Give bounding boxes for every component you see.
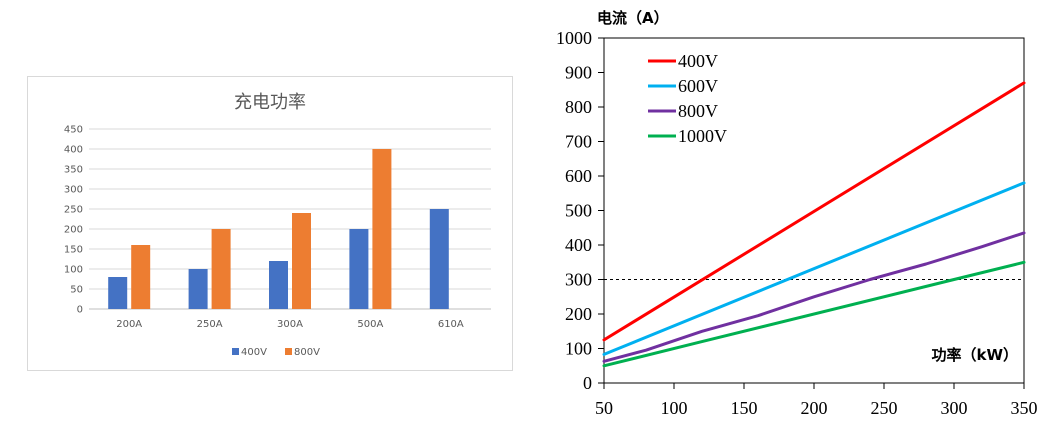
y-tick-label: 900 <box>565 63 592 83</box>
x-tick-label: 300 <box>941 398 968 418</box>
x-tick-label: 250A <box>197 319 223 330</box>
y-tick-label: 50 <box>70 285 83 296</box>
bar-400v-610a <box>429 209 449 309</box>
series-line-400v <box>602 81 1026 342</box>
x-tick-label: 610A <box>438 319 464 330</box>
legend-label: 400V <box>678 51 718 71</box>
x-tick-label: 500A <box>357 319 383 330</box>
y-tick-label: 200 <box>565 304 592 324</box>
y-tick-label: 700 <box>565 132 592 152</box>
series-line-600v <box>602 181 1026 356</box>
x-axis-title: 功率（kW） <box>931 346 1018 364</box>
legend-swatch-800v <box>285 348 292 355</box>
bar-400v-300a <box>269 261 288 309</box>
y-tick-label: 300 <box>565 270 592 290</box>
legend-label: 800V <box>678 101 718 121</box>
x-tick-label: 200A <box>116 319 142 330</box>
legend-label: 600V <box>678 76 718 96</box>
x-tick-label: 150 <box>731 398 758 418</box>
bar-800v-500a <box>372 149 392 309</box>
y-tick-label: 600 <box>565 166 592 186</box>
x-tick-label: 200 <box>801 398 828 418</box>
line-chart-panel: 0 100 200 300 400 500 600 700 800 900 1000 50 100 150… <box>540 0 1048 434</box>
y-tick-label: 100 <box>565 339 592 359</box>
bar-800v-250a <box>211 229 231 309</box>
legend-label: 400V <box>241 347 267 358</box>
y-axis-title: 电流（A） <box>597 9 669 27</box>
y-tick-label: 1000 <box>556 28 592 48</box>
y-tick-label: 0 <box>583 373 592 393</box>
y-tick-label: 150 <box>64 245 83 256</box>
x-tick-label: 350 <box>1011 398 1038 418</box>
y-tick-label: 450 <box>64 125 83 136</box>
x-tick-label: 250 <box>871 398 898 418</box>
legend-swatch-400v <box>232 348 239 355</box>
y-tick-label: 400 <box>565 235 592 255</box>
bar-800v-200a <box>131 245 151 309</box>
y-tick-label: 0 <box>77 305 83 316</box>
chart-title: 充电功率 <box>234 92 306 113</box>
x-tick-label: 300A <box>277 319 303 330</box>
y-tick-label: 250 <box>64 205 83 216</box>
y-tick-label: 800 <box>565 97 592 117</box>
y-tick-label: 500 <box>565 201 592 221</box>
legend-label: 800V <box>294 347 320 358</box>
bar-400v-200a <box>108 277 128 309</box>
series-line-1000v <box>602 260 1026 368</box>
bar-400v-250a <box>188 269 208 309</box>
bar-400v-500a <box>349 229 369 309</box>
bar-chart-panel: 充电功率 0 50 100 150 200 250 300 350 400 450 200A 250A 3… <box>27 76 513 371</box>
legend-label: 1000V <box>678 126 727 146</box>
y-tick-label: 300 <box>64 185 83 196</box>
y-tick-label: 400 <box>64 145 83 156</box>
bar-800v-300a <box>292 213 311 309</box>
x-tick-label: 50 <box>595 398 613 418</box>
y-tick-label: 200 <box>64 225 83 236</box>
series-line-800v <box>602 231 1026 363</box>
y-tick-label: 350 <box>64 165 83 176</box>
y-tick-label: 100 <box>64 265 83 276</box>
bar-chart: 充电功率 0 50 100 150 200 250 300 350 400 450 200A 250A 3… <box>64 92 491 358</box>
x-tick-label: 100 <box>661 398 688 418</box>
line-chart: 0 100 200 300 400 500 600 700 800 900 1000 50 100 150… <box>556 9 1038 418</box>
